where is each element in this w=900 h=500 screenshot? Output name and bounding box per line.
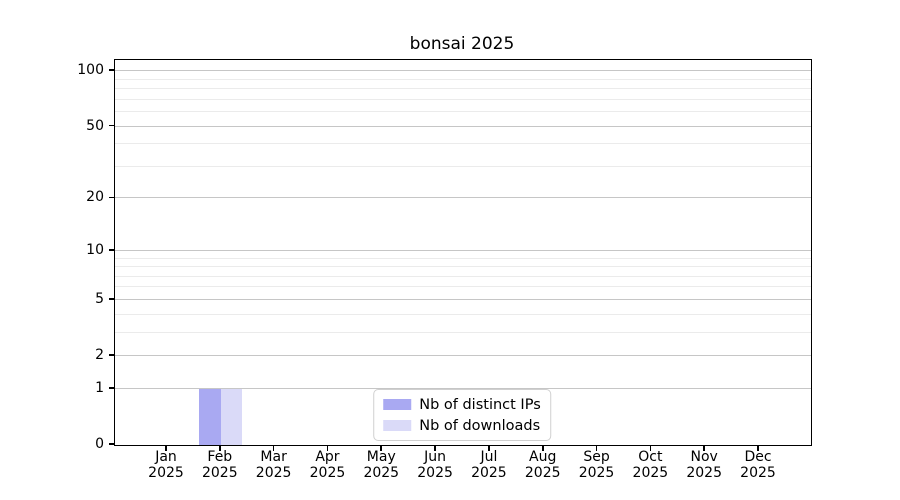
gridline-1: [115, 387, 811, 389]
legend-swatch-0: [383, 399, 412, 410]
x-tick-label-10: Nov 2025: [686, 449, 722, 481]
legend-label-1: Nb of downloads: [419, 417, 541, 434]
gridline-20: [115, 197, 811, 199]
x-tick-mark-9: [649, 445, 652, 451]
y-tick-label-5: 5: [95, 290, 104, 307]
x-tick-label-11: Dec 2025: [740, 449, 776, 481]
gridline-40: [115, 143, 811, 145]
y-tick-mark-0: [109, 443, 114, 445]
y-tick-label-2: 2: [95, 347, 104, 364]
plot-area: [114, 59, 812, 446]
x-tick-label-6: Jul 2025: [471, 449, 507, 481]
y-tick-mark-1: [109, 387, 114, 389]
gridline-2: [115, 355, 811, 357]
gridline-6: [115, 286, 811, 288]
y-tick-label-0: 0: [95, 436, 104, 452]
gridline-50: [115, 125, 811, 127]
x-tick-mark-11: [757, 445, 759, 451]
y-tick-label-1: 1: [95, 379, 104, 396]
gridline-100: [115, 70, 811, 72]
x-tick-label-9: Oct 2025: [632, 449, 669, 481]
y-tick-label-10: 10: [86, 241, 104, 258]
legend-entry-0: Nb of distinct IPs: [383, 396, 541, 413]
x-tick-mark-7: [541, 445, 544, 451]
gridline-3: [115, 331, 811, 333]
gridline-5: [115, 298, 811, 300]
bar-nb-of-distinct-ips-feb-2025: [199, 388, 221, 445]
gridline-10: [115, 249, 811, 251]
x-tick-label-3: Apr 2025: [309, 449, 346, 481]
gridline-9: [115, 257, 811, 259]
x-tick-mark-5: [434, 445, 436, 451]
y-tick-label-100: 100: [77, 62, 104, 79]
y-tick-mark-5: [109, 298, 114, 300]
x-tick-label-8: Sep 2025: [578, 449, 615, 481]
gridline-7: [115, 275, 811, 277]
gridline-90: [115, 78, 811, 80]
y-tick-mark-20: [109, 196, 114, 199]
y-tick-label-20: 20: [86, 189, 104, 206]
gridline-8: [115, 266, 811, 268]
y-tick-mark-50: [109, 124, 114, 127]
x-tick-mark-3: [326, 445, 329, 451]
chart-title: bonsai 2025: [409, 34, 515, 54]
x-tick-label-4: May 2025: [363, 449, 400, 481]
x-tick-mark-1: [219, 445, 221, 451]
y-tick-mark-10: [109, 248, 114, 251]
x-tick-label-2: Mar 2025: [255, 449, 292, 481]
gridline-70: [115, 98, 811, 100]
legend: Nb of distinct IPs Nb of downloads: [373, 389, 551, 441]
gridline-60: [115, 111, 811, 113]
y-tick-mark-2: [109, 354, 114, 356]
legend-entry-1: Nb of downloads: [383, 417, 541, 434]
x-tick-label-1: Feb 2025: [201, 449, 238, 481]
gridline-4: [115, 313, 811, 315]
x-tick-mark-2: [272, 445, 275, 451]
y-tick-mark-100: [109, 69, 114, 71]
legend-label-0: Nb of distinct IPs: [419, 396, 541, 413]
x-tick-mark-10: [703, 445, 705, 451]
bar-nb-of-downloads-feb-2025: [220, 388, 243, 445]
x-tick-label-7: Aug 2025: [524, 449, 561, 481]
x-tick-label-5: Jun 2025: [417, 449, 453, 481]
gridline-30: [115, 165, 811, 167]
gridline-80: [115, 88, 811, 90]
x-tick-mark-6: [488, 445, 490, 451]
x-tick-mark-8: [595, 445, 598, 451]
x-tick-label-0: Jan 2025: [148, 449, 184, 481]
y-tick-label-50: 50: [86, 117, 104, 134]
x-tick-mark-4: [380, 445, 383, 451]
x-tick-mark-0: [165, 445, 167, 451]
legend-swatch-1: [383, 420, 412, 431]
